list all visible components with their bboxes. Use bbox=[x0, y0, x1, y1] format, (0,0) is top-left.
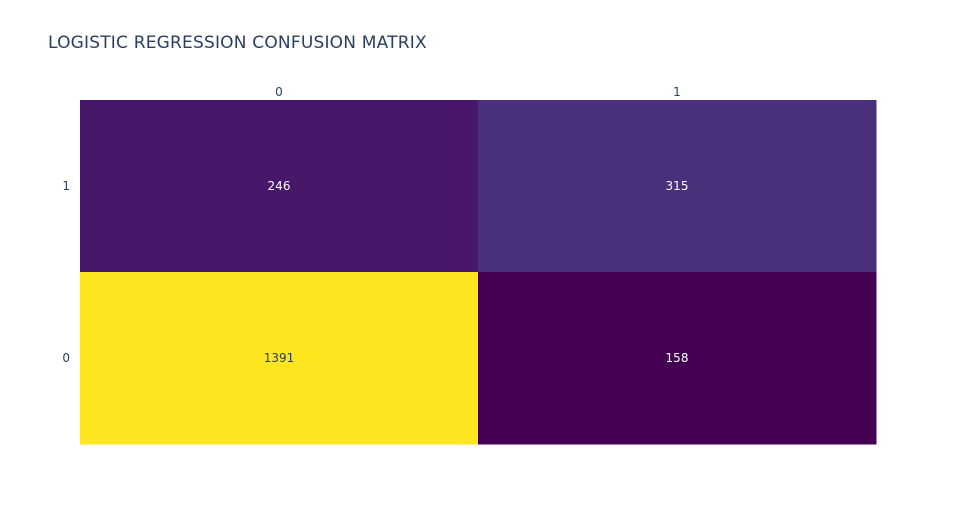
heatmap-cells bbox=[80, 100, 877, 445]
y-tick-label: 1 bbox=[62, 179, 70, 193]
heatmap-cell-labels: 246 315 1391 158 bbox=[264, 179, 689, 365]
x-tick-label: 0 bbox=[275, 85, 283, 99]
heatmap-cell-label-0_0: 1391 bbox=[264, 351, 295, 365]
heatmap-cell-label-1_1: 315 bbox=[666, 179, 689, 193]
y-axis-ticks: 10 bbox=[62, 179, 70, 365]
chart-title: LOGISTIC REGRESSION CONFUSION MATRIX bbox=[48, 33, 427, 53]
x-tick-label: 1 bbox=[673, 85, 681, 99]
y-tick-label: 0 bbox=[62, 351, 70, 365]
heatmap-cell-label-0_1: 158 bbox=[666, 351, 689, 365]
heatmap-cell-0_0 bbox=[80, 272, 479, 445]
heatmap-cell-1_0 bbox=[80, 100, 479, 273]
heatmap-cell-0_1 bbox=[478, 272, 877, 445]
heatmap-cell-1_1 bbox=[478, 100, 877, 273]
heatmap-cell-label-1_0: 246 bbox=[268, 179, 291, 193]
